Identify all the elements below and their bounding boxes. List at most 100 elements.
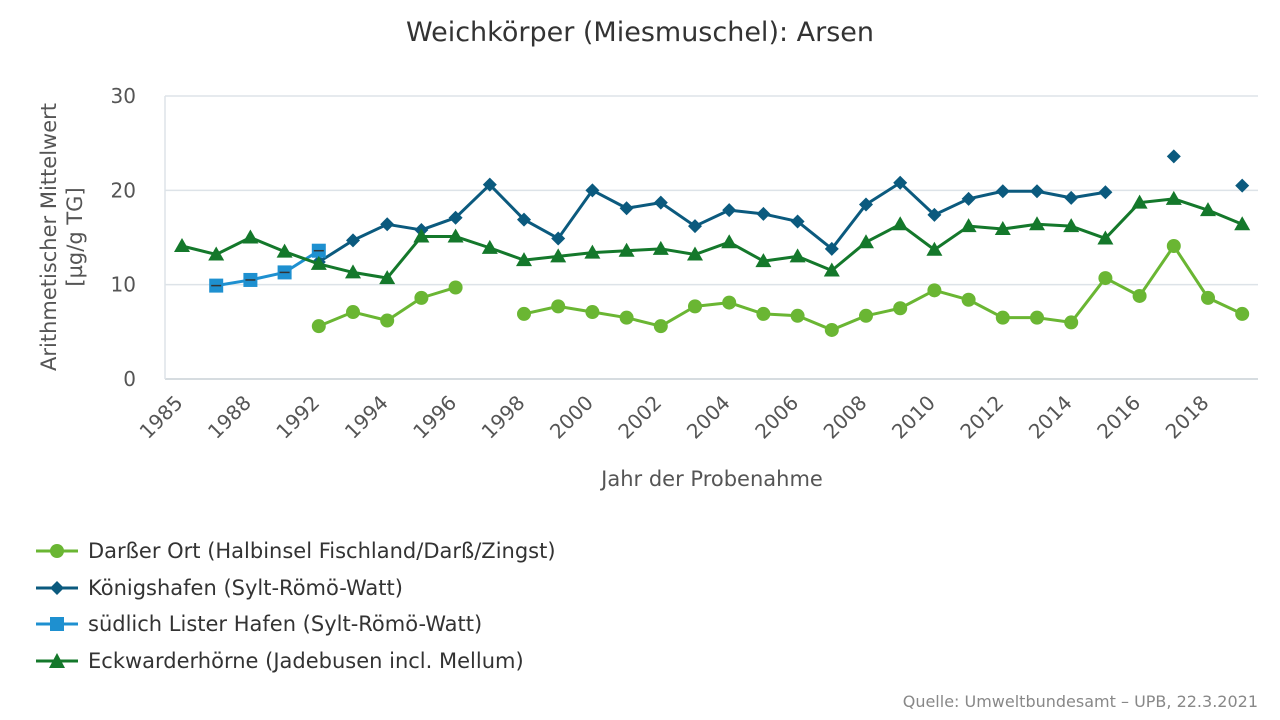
data-point[interactable] xyxy=(551,299,566,314)
grid xyxy=(164,95,1258,380)
data-point[interactable] xyxy=(619,310,634,325)
data-point[interactable] xyxy=(346,305,360,320)
data-point[interactable] xyxy=(687,246,703,261)
data-point[interactable] xyxy=(414,290,429,305)
data-point[interactable] xyxy=(242,229,259,244)
data-point[interactable] xyxy=(584,244,601,259)
legend-label: Darßer Ort (Halbinsel Fischland/Darß/Zin… xyxy=(88,539,556,564)
data-point[interactable] xyxy=(994,221,1011,236)
data-point[interactable] xyxy=(1064,315,1079,330)
data-point[interactable] xyxy=(721,234,738,249)
data-point[interactable] xyxy=(1234,216,1251,231)
data-point[interactable] xyxy=(208,246,225,261)
data-point[interactable] xyxy=(859,308,873,323)
data-point[interactable] xyxy=(550,248,567,263)
data-point[interactable] xyxy=(1029,216,1045,231)
data-point[interactable] xyxy=(824,241,839,256)
data-point[interactable] xyxy=(755,253,772,268)
data-point[interactable] xyxy=(1166,238,1181,253)
data-point[interactable] xyxy=(1030,184,1044,199)
data-point[interactable] xyxy=(893,175,908,190)
data-point[interactable] xyxy=(380,217,395,232)
data-point[interactable] xyxy=(1235,178,1250,193)
data-point[interactable] xyxy=(960,218,977,233)
data-point[interactable] xyxy=(174,237,190,252)
data-point[interactable] xyxy=(858,234,874,249)
data-point[interactable] xyxy=(482,177,497,192)
data-point[interactable] xyxy=(927,207,942,222)
x-tick-label: 1992 xyxy=(271,391,324,444)
data-point[interactable] xyxy=(859,197,873,212)
data-point[interactable] xyxy=(1165,190,1182,205)
x-tick-label: 2018 xyxy=(1161,391,1214,444)
data-point[interactable] xyxy=(652,240,669,255)
series-layer xyxy=(174,149,1251,337)
data-point[interactable] xyxy=(756,206,771,221)
data-point[interactable] xyxy=(995,184,1010,199)
data-point[interactable] xyxy=(1200,202,1216,217)
y-tick-label: 10 xyxy=(111,273,136,297)
data-point[interactable] xyxy=(551,231,566,246)
data-point[interactable] xyxy=(311,319,326,334)
data-point[interactable] xyxy=(1235,306,1250,321)
data-point[interactable] xyxy=(790,308,805,323)
data-point[interactable] xyxy=(756,306,771,321)
data-point[interactable] xyxy=(927,283,942,298)
data-point[interactable] xyxy=(1098,185,1113,200)
data-point[interactable] xyxy=(516,252,532,267)
data-point[interactable] xyxy=(1098,271,1113,286)
data-point[interactable] xyxy=(893,301,908,316)
data-point[interactable] xyxy=(345,264,361,279)
data-point[interactable] xyxy=(688,219,702,234)
data-point[interactable] xyxy=(517,306,531,321)
data-point[interactable] xyxy=(1063,218,1080,233)
legend-item-eckwarderhoerne[interactable]: Eckwarderhörne (Jadebusen incl. Mellum) xyxy=(36,643,556,680)
data-point[interactable] xyxy=(413,228,430,243)
data-point[interactable] xyxy=(688,299,702,314)
data-point[interactable] xyxy=(926,241,943,256)
data-point[interactable] xyxy=(1030,310,1044,325)
data-point[interactable] xyxy=(722,203,737,218)
data-point[interactable] xyxy=(995,310,1010,325)
data-point[interactable] xyxy=(447,228,464,243)
data-point[interactable] xyxy=(517,212,531,227)
x-tick-label: 1996 xyxy=(408,391,461,444)
data-point[interactable] xyxy=(823,262,840,277)
legend: Darßer Ort (Halbinsel Fischland/Darß/Zin… xyxy=(36,533,556,679)
legend-label: Eckwarderhörne (Jadebusen incl. Mellum) xyxy=(88,648,524,673)
data-point[interactable] xyxy=(1064,190,1079,205)
data-point[interactable] xyxy=(585,305,600,320)
data-point[interactable] xyxy=(618,242,635,257)
data-point[interactable] xyxy=(961,292,976,307)
data-point[interactable] xyxy=(1201,290,1215,305)
data-point[interactable] xyxy=(448,280,463,295)
x-tick-label: 1994 xyxy=(340,391,393,444)
data-point[interactable] xyxy=(585,183,600,198)
data-point[interactable] xyxy=(653,319,668,334)
data-point[interactable] xyxy=(619,201,634,216)
data-point[interactable] xyxy=(1132,288,1147,303)
data-point[interactable] xyxy=(1097,230,1114,245)
data-point[interactable] xyxy=(653,195,668,210)
data-point[interactable] xyxy=(448,210,463,225)
data-point[interactable] xyxy=(722,295,737,310)
data-point[interactable] xyxy=(310,255,327,270)
legend-item-lister-hafen[interactable]: südlich Lister Hafen (Sylt-Römö-Watt) xyxy=(36,606,556,643)
legend-item-darsser-ort[interactable]: Darßer Ort (Halbinsel Fischland/Darß/Zin… xyxy=(36,533,556,570)
data-point[interactable] xyxy=(824,322,839,337)
circle-marker-icon xyxy=(36,544,78,559)
data-point[interactable] xyxy=(346,233,360,248)
data-point[interactable] xyxy=(1131,194,1148,209)
data-point[interactable] xyxy=(380,313,395,328)
data-point[interactable] xyxy=(481,239,498,254)
data-point[interactable] xyxy=(961,191,976,206)
data-point[interactable] xyxy=(379,270,396,285)
y-axis-title-line2: [µg/g TG] xyxy=(63,187,87,286)
y-tick-label: 30 xyxy=(111,84,136,108)
data-point[interactable] xyxy=(1166,149,1181,164)
data-point[interactable] xyxy=(789,248,806,263)
data-point[interactable] xyxy=(892,216,909,231)
legend-item-koenigshafen[interactable]: Königshafen (Sylt-Römö-Watt) xyxy=(36,570,556,607)
data-point[interactable] xyxy=(790,214,805,229)
data-point[interactable] xyxy=(276,243,293,258)
